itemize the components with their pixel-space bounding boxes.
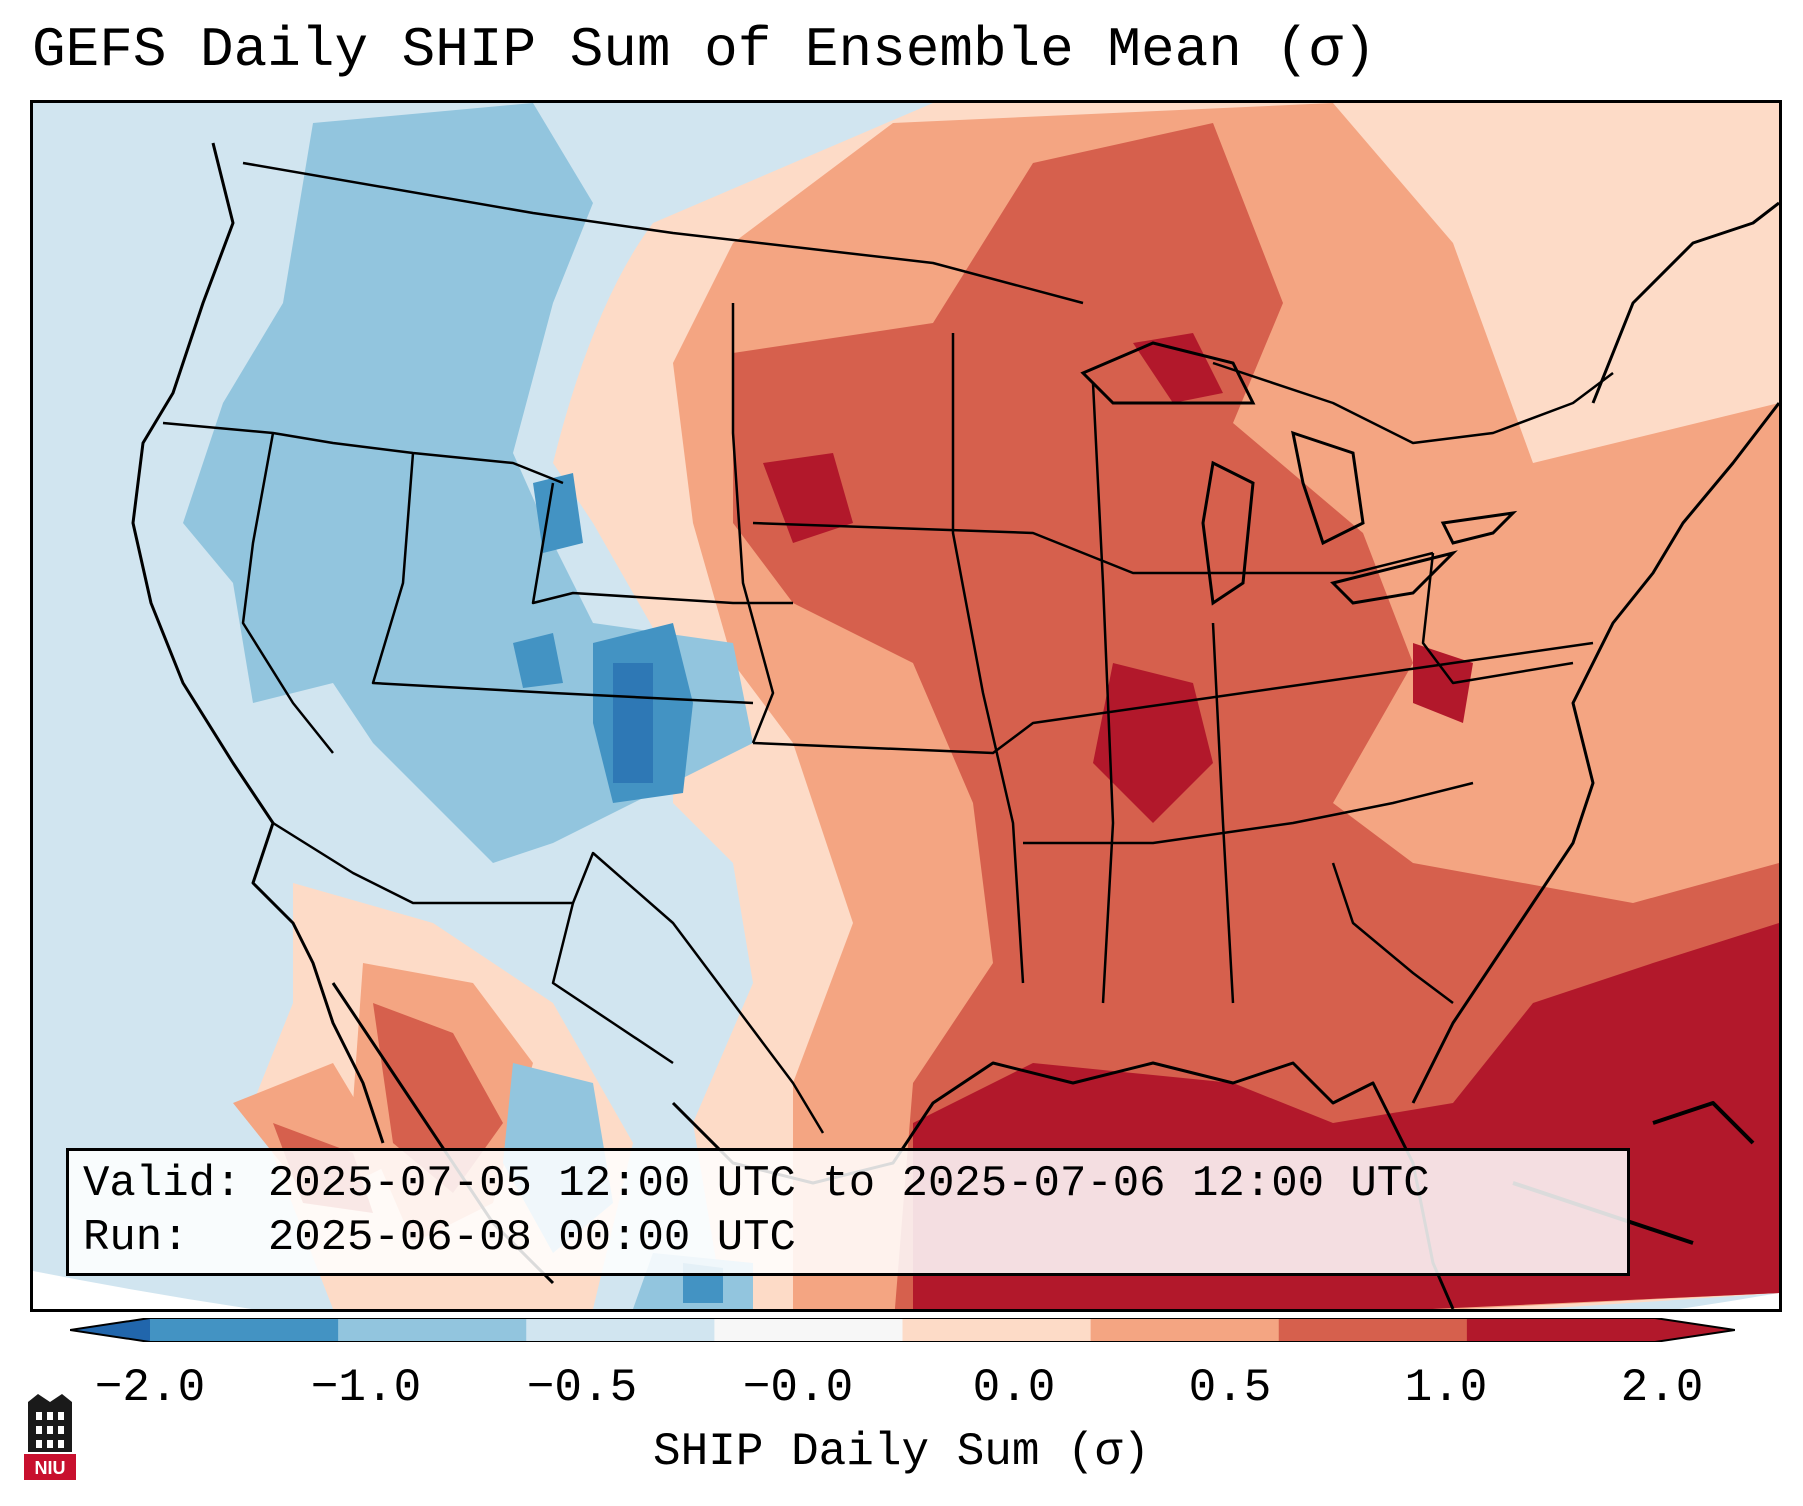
colorbar — [70, 1318, 1735, 1342]
state-line-10 — [1211, 622, 1235, 1004]
colorbar-tick-label: 2.0 — [1620, 1362, 1704, 1414]
logo-badge — [24, 1454, 76, 1480]
colorbar-segment — [1466, 1318, 1656, 1342]
colorbar-extend-high — [1655, 1318, 1735, 1342]
state-line-3 — [371, 452, 754, 705]
state-line-2 — [241, 432, 334, 754]
colorbar-segment — [1278, 1318, 1468, 1342]
colorbar-tick-label: 0.5 — [1188, 1362, 1272, 1414]
state-line-7 — [951, 333, 1025, 984]
colorbar-segment — [526, 1318, 715, 1342]
colorbar-extend-low — [70, 1318, 150, 1342]
nova-scotia-coast — [1591, 201, 1779, 404]
map-panel — [30, 100, 1782, 1312]
colorbar-tick-label: −1.0 — [310, 1362, 422, 1414]
run-time-text: Run: 2025-06-08 00:00 UTC — [83, 1213, 796, 1263]
state-line-5 — [731, 303, 775, 744]
borders — [162, 161, 1614, 1134]
colorbar-segment — [1090, 1318, 1280, 1342]
colorbar-segment — [714, 1318, 903, 1342]
colorbar-label: SHIP Daily Sum (σ) — [653, 1426, 1150, 1478]
state-line-1 — [162, 421, 564, 485]
state-line-12 — [1331, 862, 1454, 1004]
colorbar-tick-label: −0.0 — [742, 1362, 854, 1414]
colorbar-tick-label: −0.5 — [526, 1362, 638, 1414]
chart-title: GEFS Daily SHIP Sum of Ensemble Mean (σ) — [32, 18, 1377, 82]
anomaly-extreme-cool — [613, 663, 653, 783]
pacific-coast — [131, 142, 385, 1144]
state-line-4 — [531, 482, 793, 605]
atlantic-coast — [1411, 402, 1779, 1104]
state-line-9 — [1091, 382, 1115, 1004]
info-box: Valid: 2025-07-05 12:00 UTC to 2025-07-0… — [66, 1148, 1630, 1276]
lake-michigan — [1201, 460, 1255, 606]
anomaly-strong-warm — [273, 123, 1779, 1309]
lake-superior — [1080, 341, 1256, 405]
lake-erie — [1330, 550, 1458, 605]
state-line-11 — [1023, 781, 1474, 845]
colorbar-segment — [338, 1318, 527, 1342]
logo-tower-icon — [28, 1394, 72, 1452]
valid-time-text: Valid: 2025-07-05 12:00 UTC to 2025-07-0… — [83, 1159, 1430, 1209]
bahamas-coast — [1652, 1101, 1755, 1145]
state-line-8 — [752, 521, 1434, 575]
logo-text: NIU — [35, 1458, 66, 1478]
state-line-13 — [1421, 552, 1574, 685]
colorbar-segment — [902, 1318, 1092, 1342]
us-canada-border-west — [242, 161, 1084, 305]
niu-logo: NIU — [24, 1394, 76, 1480]
state-line-6 — [752, 641, 1594, 755]
lake-huron — [1291, 430, 1365, 546]
us-canada-border-east — [1212, 361, 1614, 445]
lake-ontario — [1440, 510, 1518, 545]
colorbar-tick-label: 0.0 — [972, 1362, 1056, 1414]
great-lakes — [1080, 341, 1518, 606]
us-mexico-border — [272, 821, 825, 1134]
texas-border — [551, 902, 674, 1065]
colorbar-tick-label: 1.0 — [1404, 1362, 1488, 1414]
map-canvas — [33, 103, 1779, 1309]
colorbar-tick-label: −2.0 — [94, 1362, 206, 1414]
colorbar-segment — [150, 1318, 339, 1342]
